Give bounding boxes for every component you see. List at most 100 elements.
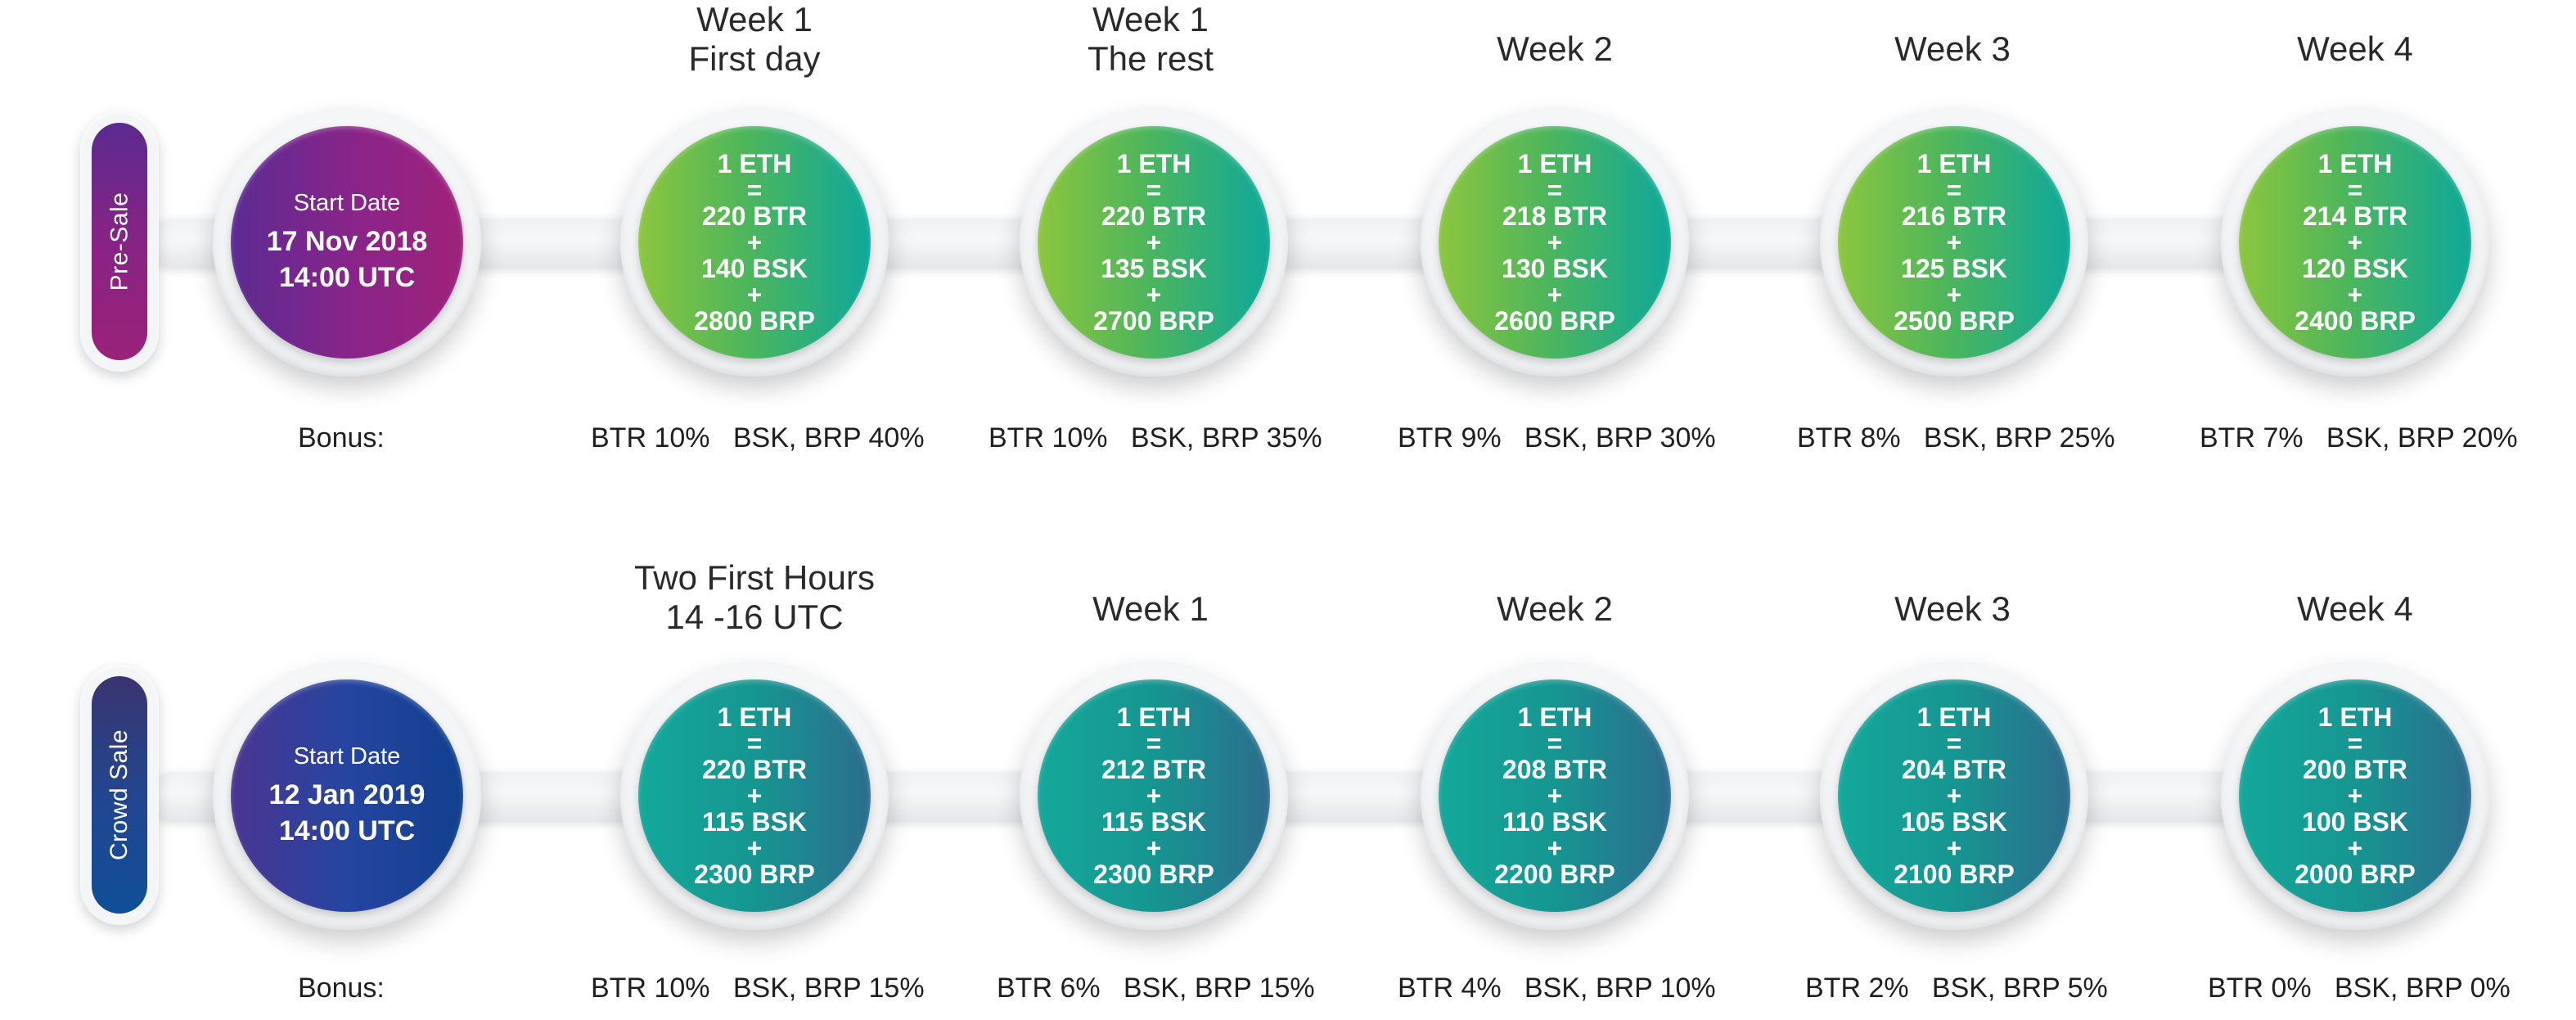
crowdsale-title-3: Week 2 bbox=[1383, 589, 1727, 629]
crowdsale-title-4: Week 3 bbox=[1781, 589, 2124, 629]
presale-title-4-line1: Week 3 bbox=[1894, 29, 2011, 68]
rate-btr: 220 BTR bbox=[1101, 201, 1207, 231]
presale-bonus-1: BTR 10% BSK, BRP 40% bbox=[591, 422, 925, 454]
presale-title-5-line1: Week 4 bbox=[2297, 29, 2413, 68]
rate-bsk: 125 BSK bbox=[1901, 254, 2007, 283]
rate-plus: + bbox=[746, 280, 763, 309]
crowdsale-title-3-line1: Week 2 bbox=[1497, 589, 1613, 628]
rate-equals: = bbox=[1146, 729, 1162, 758]
rate-plus: + bbox=[746, 228, 763, 257]
presale-rate-circle: 1 ETH = 214 BTR + 120 BSK + 2400 BRP bbox=[2221, 108, 2489, 377]
presale-title-2: Week 1 The rest bbox=[979, 0, 1322, 79]
rate-bsk: 135 BSK bbox=[1101, 254, 1207, 283]
rate-plus: + bbox=[1547, 228, 1563, 257]
crowdsale-bonus-label: Bonus: bbox=[298, 973, 385, 1004]
crowdsale-bonus-3: BTR 4% BSK, BRP 10% bbox=[1398, 973, 1716, 1004]
rate-equals: = bbox=[746, 175, 763, 205]
presale-timeline: Pre-Sale Start Date 17 Nov 2018 14:00 UT… bbox=[0, 108, 2576, 377]
rate-brp: 2200 BRP bbox=[1494, 860, 1615, 889]
rate-plus: + bbox=[1946, 228, 1962, 257]
rate-eth: 1 ETH bbox=[1916, 702, 1992, 732]
crowdsale-rate-circle: 1 ETH = 200 BTR + 100 BSK + 2000 BRP bbox=[2221, 661, 2489, 930]
crowdsale-title-4-line1: Week 3 bbox=[1894, 589, 2011, 628]
crowdsale-rate-circle: 1 ETH = 212 BTR + 115 BSK + 2300 BRP bbox=[1020, 661, 1288, 930]
presale-rate-circle: 1 ETH = 216 BTR + 125 BSK + 2500 BRP bbox=[1820, 108, 2088, 377]
crowdsale-title-1-line2: 14 -16 UTC bbox=[665, 598, 844, 636]
rate-plus: + bbox=[1146, 833, 1162, 863]
crowdsale-pill: Crowd Sale bbox=[80, 665, 159, 925]
rate-brp: 2600 BRP bbox=[1494, 306, 1615, 336]
rate-equals: = bbox=[1946, 175, 1962, 205]
rate-plus: + bbox=[2347, 781, 2363, 810]
crowdsale-title-5: Week 4 bbox=[2183, 589, 2527, 629]
crowdsale-rate-circle: 1 ETH = 204 BTR + 105 BSK + 2100 BRP bbox=[1820, 661, 2088, 930]
presale-bonus-4: BTR 8% BSK, BRP 25% bbox=[1797, 422, 2115, 454]
rate-brp: 2400 BRP bbox=[2295, 306, 2416, 336]
crowdsale-bonus-1: BTR 10% BSK, BRP 15% bbox=[591, 973, 925, 1004]
rate-equals: = bbox=[2347, 175, 2363, 205]
rate-btr: 214 BTR bbox=[2302, 201, 2408, 231]
presale-rate-circle: 1 ETH = 220 BTR + 140 BSK + 2800 BRP bbox=[620, 108, 889, 377]
rate-brp: 2500 BRP bbox=[1894, 306, 2015, 336]
presale-title-1-line2: First day bbox=[688, 39, 821, 78]
crowdsale-bonus-4: BTR 2% BSK, BRP 5% bbox=[1805, 973, 2108, 1004]
presale-title-3-line1: Week 2 bbox=[1497, 29, 1613, 68]
crowdsale-start-time: 14:00 UTC bbox=[278, 815, 416, 846]
presale-start-date: 17 Nov 2018 bbox=[266, 225, 428, 257]
rate-btr: 216 BTR bbox=[1901, 201, 2007, 231]
rate-eth: 1 ETH bbox=[1916, 149, 1992, 178]
presale-title-2-line2: The rest bbox=[1087, 39, 1214, 78]
rate-btr: 220 BTR bbox=[701, 201, 808, 231]
rate-brp: 2300 BRP bbox=[1093, 860, 1214, 889]
rate-bsk: 100 BSK bbox=[2302, 807, 2408, 837]
rate-eth: 1 ETH bbox=[717, 149, 792, 178]
rate-bsk: 115 BSK bbox=[1101, 807, 1207, 837]
rate-plus: + bbox=[746, 833, 763, 863]
crowdsale-title-1: Two First Hours 14 -16 UTC bbox=[583, 558, 926, 637]
rate-eth: 1 ETH bbox=[2317, 149, 2393, 178]
presale-start-time: 14:00 UTC bbox=[278, 261, 416, 293]
rate-bsk: 140 BSK bbox=[701, 254, 808, 283]
crowdsale-bonus-2: BTR 6% BSK, BRP 15% bbox=[997, 973, 1315, 1004]
rate-plus: + bbox=[1547, 781, 1563, 810]
presale-pill: Pre-Sale bbox=[80, 111, 159, 372]
rate-plus: + bbox=[2347, 280, 2363, 309]
rate-plus: + bbox=[1146, 280, 1162, 309]
rate-plus: + bbox=[1146, 781, 1162, 810]
crowdsale-start-label: Start Date bbox=[293, 742, 401, 770]
rate-btr: 212 BTR bbox=[1101, 755, 1207, 784]
presale-start-circle: Start Date 17 Nov 2018 14:00 UTC bbox=[213, 108, 481, 377]
rate-eth: 1 ETH bbox=[717, 702, 792, 732]
rate-btr: 218 BTR bbox=[1502, 201, 1608, 231]
presale-start-label: Start Date bbox=[293, 189, 401, 216]
rate-bsk: 120 BSK bbox=[2302, 254, 2408, 283]
rate-equals: = bbox=[1946, 729, 1962, 758]
presale-bonus-3: BTR 9% BSK, BRP 30% bbox=[1398, 422, 1716, 454]
presale-title-3: Week 2 bbox=[1383, 29, 1727, 69]
rate-eth: 1 ETH bbox=[1116, 149, 1191, 178]
rate-bsk: 115 BSK bbox=[701, 807, 808, 837]
crowdsale-bonus-5: BTR 0% BSK, BRP 0% bbox=[2208, 973, 2511, 1004]
presale-rate-circle: 1 ETH = 220 BTR + 135 BSK + 2700 BRP bbox=[1020, 108, 1288, 377]
rate-eth: 1 ETH bbox=[1517, 149, 1592, 178]
crowdsale-title-5-line1: Week 4 bbox=[2297, 589, 2413, 628]
crowdsale-title-2-line1: Week 1 bbox=[1092, 589, 1209, 628]
crowdsale-label: Crowd Sale bbox=[106, 729, 133, 861]
rate-plus: + bbox=[746, 781, 763, 810]
rate-bsk: 105 BSK bbox=[1901, 807, 2007, 837]
rate-brp: 2300 BRP bbox=[694, 860, 815, 889]
rate-brp: 2100 BRP bbox=[1894, 860, 2015, 889]
presale-title-5: Week 4 bbox=[2183, 29, 2527, 69]
rate-bsk: 110 BSK bbox=[1502, 807, 1608, 837]
rate-brp: 2700 BRP bbox=[1093, 306, 1214, 336]
rate-brp: 2800 BRP bbox=[694, 306, 815, 336]
presale-title-1: Week 1 First day bbox=[583, 0, 926, 79]
rate-equals: = bbox=[1547, 175, 1563, 205]
rate-btr: 204 BTR bbox=[1901, 755, 2007, 784]
crowdsale-title-2: Week 1 bbox=[979, 589, 1322, 629]
rate-equals: = bbox=[2347, 729, 2363, 758]
rate-plus: + bbox=[1946, 781, 1962, 810]
presale-title-1-line1: Week 1 bbox=[696, 0, 813, 38]
rate-bsk: 130 BSK bbox=[1502, 254, 1608, 283]
rate-brp: 2000 BRP bbox=[2295, 860, 2416, 889]
